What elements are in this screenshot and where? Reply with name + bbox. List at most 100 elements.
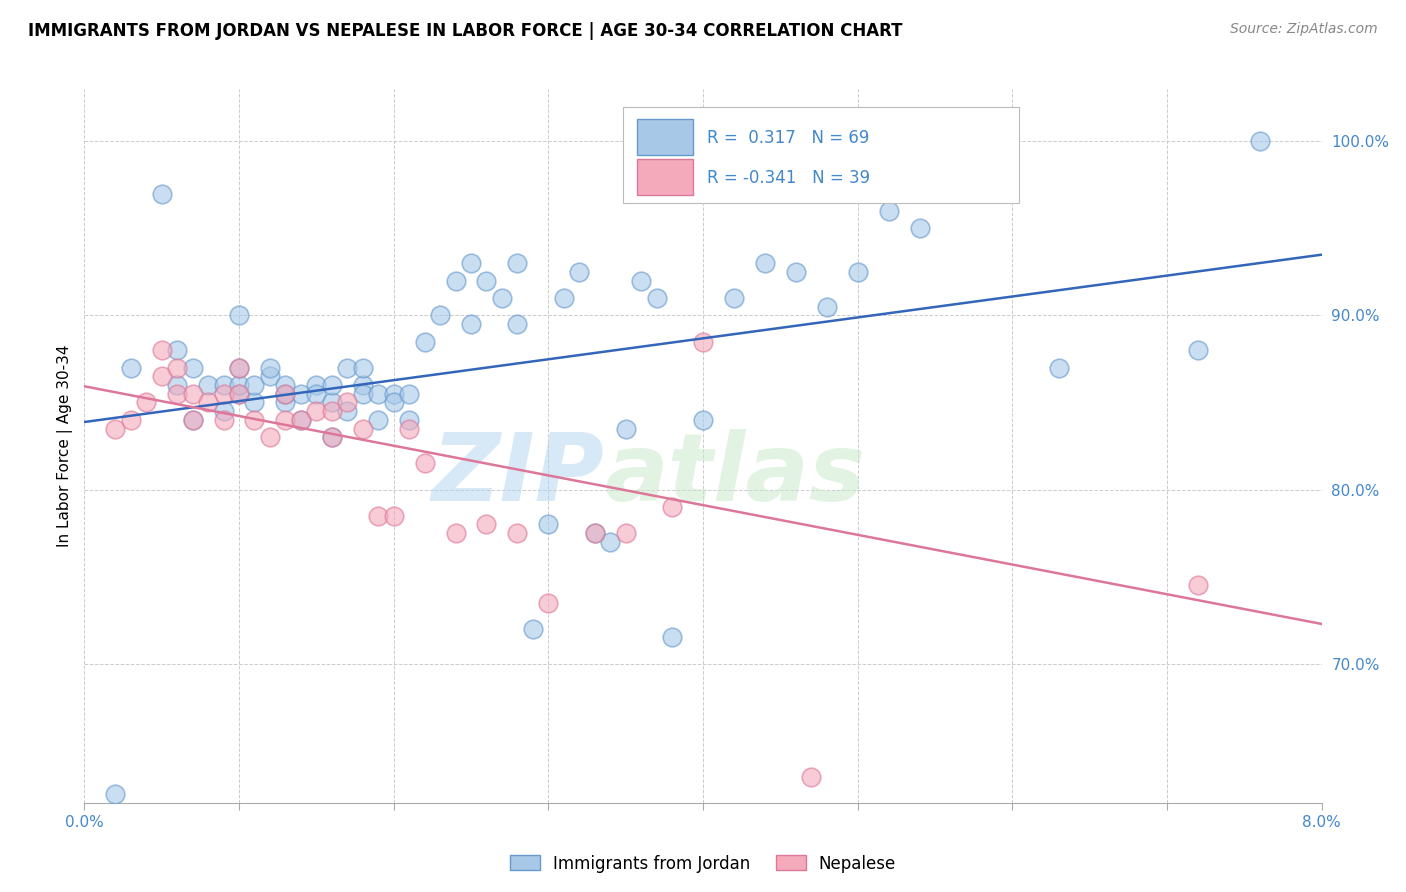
- Point: [166, 343, 188, 358]
- FancyBboxPatch shape: [637, 159, 693, 194]
- Point: [212, 404, 235, 418]
- Point: [692, 334, 714, 349]
- Point: [336, 404, 359, 418]
- Point: [444, 274, 467, 288]
- Point: [413, 457, 436, 471]
- Point: [305, 386, 328, 401]
- Point: [475, 274, 498, 288]
- Point: [212, 413, 235, 427]
- Point: [1047, 360, 1070, 375]
- Text: R =  0.317   N = 69: R = 0.317 N = 69: [707, 128, 869, 146]
- Point: [661, 631, 683, 645]
- Point: [398, 421, 420, 435]
- Point: [181, 413, 204, 427]
- Point: [460, 317, 482, 331]
- Point: [259, 430, 281, 444]
- Point: [321, 378, 343, 392]
- Point: [846, 265, 869, 279]
- Point: [181, 360, 204, 375]
- FancyBboxPatch shape: [637, 120, 693, 155]
- Point: [305, 378, 328, 392]
- Legend: Immigrants from Jordan, Nepalese: Immigrants from Jordan, Nepalese: [503, 848, 903, 880]
- Point: [614, 421, 637, 435]
- Point: [754, 256, 776, 270]
- Point: [259, 360, 281, 375]
- Point: [723, 291, 745, 305]
- Point: [645, 291, 668, 305]
- Point: [352, 421, 374, 435]
- Point: [692, 413, 714, 427]
- Point: [336, 395, 359, 409]
- Point: [228, 309, 250, 323]
- Point: [429, 309, 451, 323]
- Point: [491, 291, 513, 305]
- Point: [243, 378, 266, 392]
- Text: Source: ZipAtlas.com: Source: ZipAtlas.com: [1230, 22, 1378, 37]
- Point: [228, 386, 250, 401]
- Point: [815, 300, 838, 314]
- Point: [321, 404, 343, 418]
- Point: [583, 526, 606, 541]
- Point: [274, 378, 297, 392]
- Point: [336, 360, 359, 375]
- Point: [522, 622, 544, 636]
- Point: [104, 787, 127, 801]
- Point: [506, 317, 529, 331]
- Point: [352, 386, 374, 401]
- Point: [243, 395, 266, 409]
- Point: [228, 378, 250, 392]
- Point: [506, 256, 529, 270]
- Point: [274, 386, 297, 401]
- Point: [197, 378, 219, 392]
- Point: [290, 413, 312, 427]
- Point: [630, 274, 652, 288]
- Point: [274, 386, 297, 401]
- Point: [583, 526, 606, 541]
- Point: [877, 204, 900, 219]
- Point: [460, 256, 482, 270]
- Point: [367, 508, 389, 523]
- Point: [228, 386, 250, 401]
- Point: [321, 430, 343, 444]
- Point: [321, 395, 343, 409]
- Point: [800, 770, 823, 784]
- Point: [181, 413, 204, 427]
- Point: [537, 517, 560, 532]
- Point: [382, 386, 405, 401]
- Point: [738, 135, 761, 149]
- FancyBboxPatch shape: [623, 107, 1018, 203]
- Point: [614, 526, 637, 541]
- Point: [537, 596, 560, 610]
- Text: atlas: atlas: [605, 428, 865, 521]
- Point: [367, 386, 389, 401]
- Point: [228, 360, 250, 375]
- Point: [568, 265, 591, 279]
- Point: [120, 413, 142, 427]
- Point: [661, 500, 683, 514]
- Point: [1187, 343, 1209, 358]
- Point: [398, 413, 420, 427]
- Text: ZIP: ZIP: [432, 428, 605, 521]
- Point: [352, 360, 374, 375]
- Point: [367, 413, 389, 427]
- Point: [150, 343, 173, 358]
- Point: [1249, 135, 1271, 149]
- Point: [444, 526, 467, 541]
- Text: IMMIGRANTS FROM JORDAN VS NEPALESE IN LABOR FORCE | AGE 30-34 CORRELATION CHART: IMMIGRANTS FROM JORDAN VS NEPALESE IN LA…: [28, 22, 903, 40]
- Point: [197, 395, 219, 409]
- Point: [150, 186, 173, 201]
- Point: [181, 386, 204, 401]
- Point: [382, 395, 405, 409]
- Point: [413, 334, 436, 349]
- Point: [212, 386, 235, 401]
- Point: [166, 386, 188, 401]
- Point: [120, 360, 142, 375]
- Text: R = -0.341   N = 39: R = -0.341 N = 39: [707, 169, 870, 186]
- Point: [382, 508, 405, 523]
- Point: [212, 378, 235, 392]
- Point: [290, 413, 312, 427]
- Point: [150, 369, 173, 384]
- Point: [908, 221, 931, 235]
- Point: [475, 517, 498, 532]
- Point: [228, 360, 250, 375]
